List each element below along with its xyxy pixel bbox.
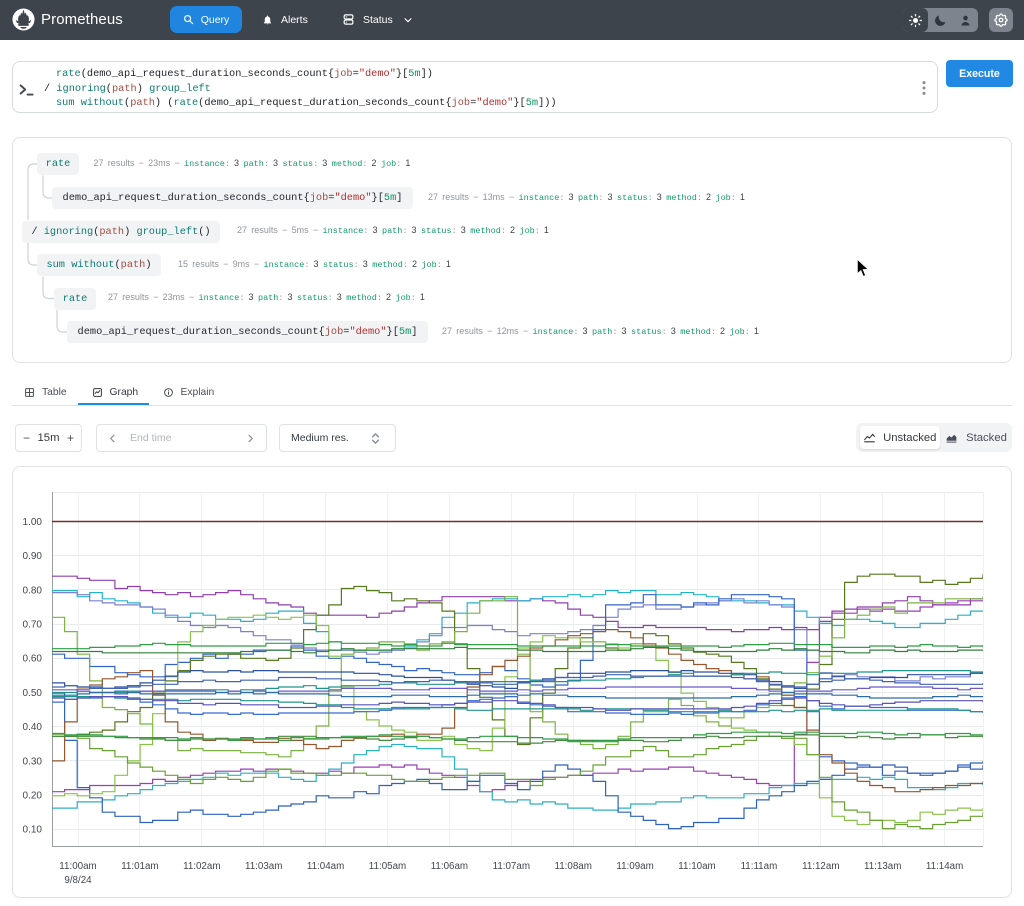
svg-text:11:04am: 11:04am — [307, 861, 344, 872]
svg-text:0.40: 0.40 — [23, 722, 43, 733]
svg-text:11:01am: 11:01am — [121, 861, 158, 872]
svg-text:1.00: 1.00 — [23, 517, 43, 528]
svg-text:0.20: 0.20 — [23, 791, 43, 802]
svg-text:0.50: 0.50 — [23, 688, 43, 699]
svg-text:0.70: 0.70 — [23, 620, 43, 631]
svg-text:11:13am: 11:13am — [864, 861, 901, 872]
svg-text:0.90: 0.90 — [23, 551, 43, 562]
svg-text:11:02am: 11:02am — [183, 861, 220, 872]
svg-text:0.10: 0.10 — [23, 825, 43, 836]
svg-text:11:03am: 11:03am — [245, 861, 282, 872]
svg-text:11:07am: 11:07am — [493, 861, 530, 872]
svg-text:11:11am: 11:11am — [741, 861, 778, 872]
svg-text:0.30: 0.30 — [23, 756, 43, 767]
svg-text:11:06am: 11:06am — [431, 861, 468, 872]
svg-text:11:05am: 11:05am — [369, 861, 406, 872]
svg-text:11:09am: 11:09am — [616, 861, 653, 872]
svg-text:0.80: 0.80 — [23, 585, 43, 596]
svg-text:11:12am: 11:12am — [802, 861, 839, 872]
svg-text:11:14am: 11:14am — [926, 861, 963, 872]
svg-text:11:00am: 11:00am — [59, 861, 96, 872]
svg-text:11:08am: 11:08am — [554, 861, 591, 872]
svg-text:9/8/24: 9/8/24 — [64, 875, 92, 886]
svg-text:0.60: 0.60 — [23, 654, 43, 665]
svg-text:11:10am: 11:10am — [678, 861, 715, 872]
